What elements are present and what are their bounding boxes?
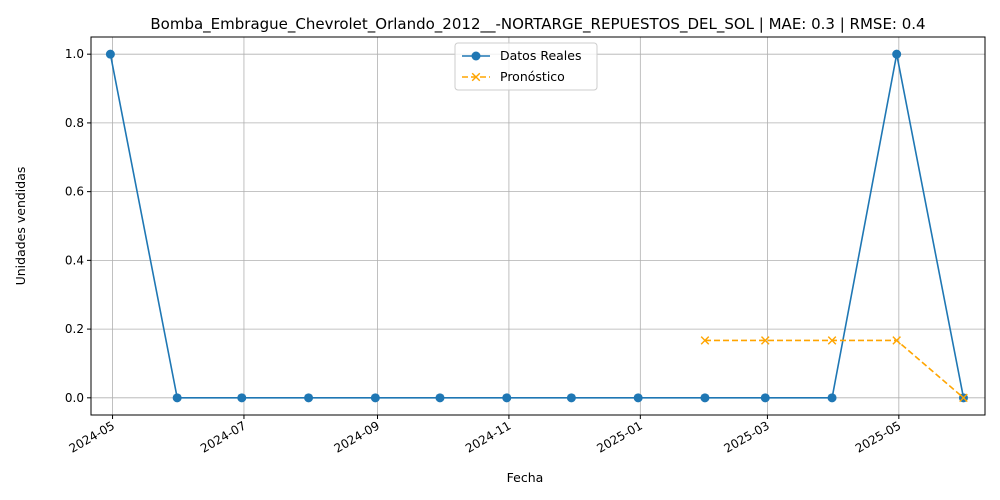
legend-box	[454, 42, 598, 91]
x-axis-label: Fecha	[507, 470, 544, 485]
y-tick-label: 0.6	[65, 185, 84, 199]
data-point	[959, 393, 968, 403]
legend-marker	[471, 72, 481, 82]
chart-title: Bomba_Embrague_Chevrolet_Orlando_2012__-…	[150, 15, 925, 34]
data-point	[304, 393, 314, 403]
data-point	[827, 336, 837, 345]
grid	[91, 37, 985, 415]
legend-marker	[471, 51, 481, 61]
data-point	[700, 336, 710, 345]
series-layer	[105, 49, 968, 403]
data-point	[566, 393, 576, 403]
data-point	[172, 393, 182, 403]
data-point	[502, 393, 512, 403]
y-tick-label: 0.2	[65, 322, 84, 336]
data-point	[237, 393, 247, 403]
x-tick-label: 2024-11	[463, 418, 513, 455]
data-point	[760, 336, 770, 345]
data-point	[892, 336, 901, 345]
data-point	[370, 393, 380, 403]
x-tick-label: 2024-05	[67, 418, 117, 455]
x-tick-label: 2024-09	[332, 418, 382, 455]
y-tick-label: 0.4	[65, 253, 84, 267]
plot-frame	[90, 36, 986, 416]
data-point	[633, 393, 643, 403]
y-axis-label: Unidades vendidas	[13, 167, 28, 286]
legend-item: Pronóstico	[462, 69, 565, 84]
data-point	[892, 49, 902, 59]
legend-item: Datos Reales	[462, 48, 581, 63]
data-point	[435, 393, 445, 403]
x-tick-label: 2025-05	[853, 418, 903, 455]
axes: 0.0 0.2 0.4 0.6 0.8 1.0 2024-05 2024-07 2024-09 2…	[65, 47, 903, 455]
x-tick-label: 2025-03	[722, 418, 772, 455]
series-line	[109, 54, 965, 399]
y-tick-label: 1.0	[65, 47, 84, 61]
legend-items: Datos Reales Pronóstico	[462, 48, 581, 84]
data-point	[760, 393, 770, 403]
legend-label: Datos Reales	[500, 48, 581, 63]
data-point	[827, 393, 837, 403]
y-tick-label: 0.0	[65, 391, 84, 405]
x-tick-label: 2024-07	[198, 418, 248, 455]
data-point	[700, 393, 710, 403]
legend-label: Pronóstico	[500, 69, 565, 84]
y-tick-label: 0.8	[65, 116, 84, 130]
data-point	[105, 49, 115, 59]
legend: Datos Reales Pronóstico	[454, 42, 598, 91]
x-tick-label: 2025-01	[594, 418, 644, 455]
series-1	[700, 336, 968, 403]
series-0	[105, 49, 968, 403]
